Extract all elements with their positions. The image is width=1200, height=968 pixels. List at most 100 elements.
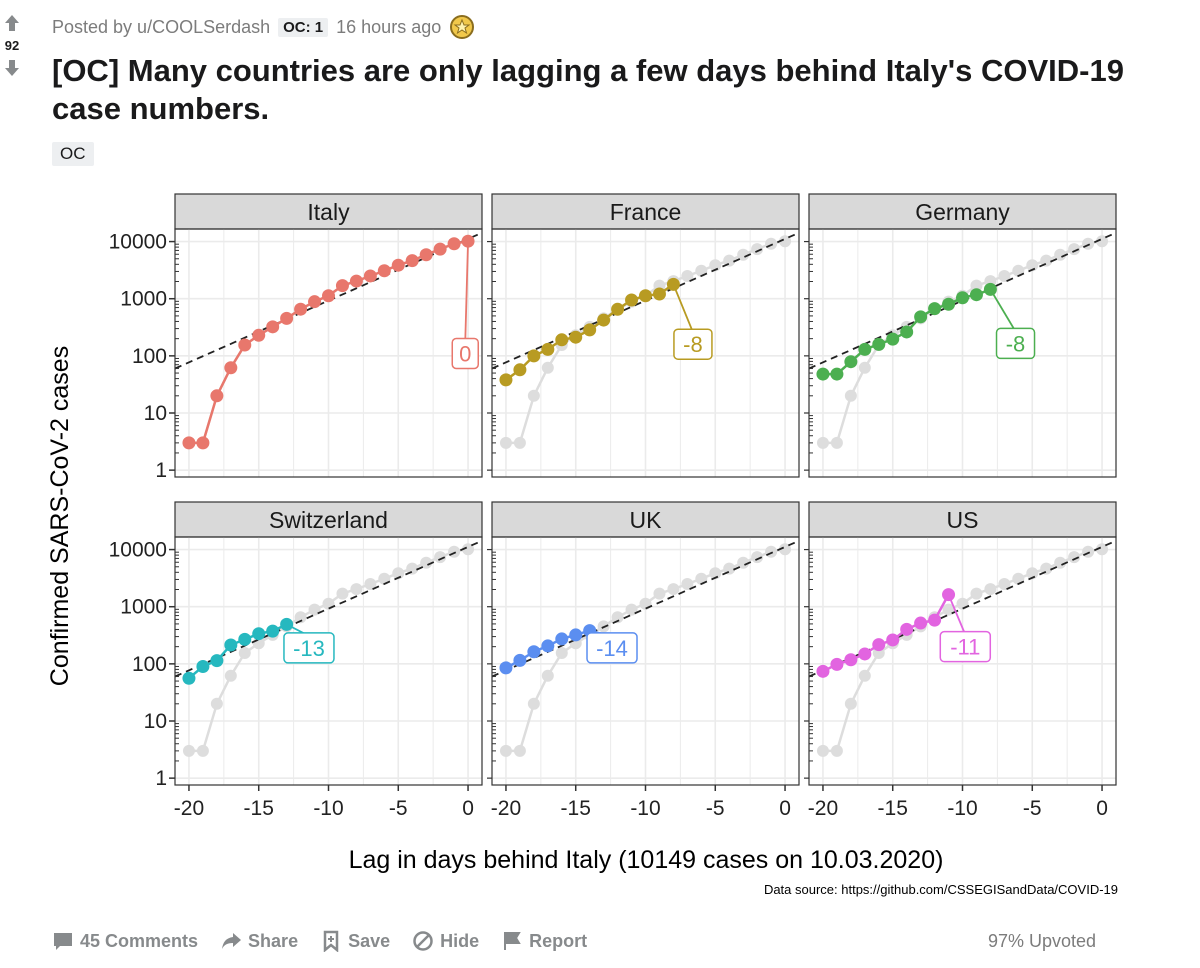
- reference-point: [1054, 248, 1067, 261]
- italy-point: [433, 242, 447, 256]
- reference-point: [527, 697, 540, 710]
- reference-point: [182, 744, 195, 757]
- upvote-arrow-icon[interactable]: [4, 14, 20, 32]
- reference-point: [541, 669, 554, 682]
- uk-point: [541, 639, 555, 653]
- post-title[interactable]: [OC] Many countries are only lagging a f…: [52, 53, 1124, 126]
- oc-tag: OC: [52, 142, 94, 166]
- germany-point: [956, 291, 969, 305]
- downvote-arrow-icon[interactable]: [4, 59, 20, 77]
- post-time[interactable]: 16 hours ago: [336, 16, 442, 37]
- panel-data: [492, 231, 799, 449]
- lag-leader: [947, 594, 967, 636]
- panel-germany: Germany -8: [804, 193, 1117, 478]
- reference-point: [555, 646, 568, 659]
- reference-point: [653, 587, 666, 600]
- posted-by[interactable]: Posted by u/COOLSerdash: [52, 16, 271, 37]
- italy-point: [405, 254, 419, 268]
- save-button[interactable]: Save: [320, 930, 390, 952]
- germany-point: [886, 332, 900, 346]
- reference-point: [830, 744, 843, 757]
- y-tick-label: 100: [132, 653, 167, 676]
- oc-flair-badge: OC: 1: [278, 17, 329, 37]
- italy-point: [308, 295, 322, 309]
- reference-point: [970, 587, 983, 600]
- reference-point: [499, 436, 512, 449]
- reference-point: [709, 259, 722, 272]
- y-tick-label: 10000: [109, 231, 167, 254]
- reference-point: [1026, 259, 1039, 272]
- germany-point: [858, 342, 872, 356]
- y-tick-label: 10: [144, 402, 167, 425]
- lag-label: -13: [293, 636, 325, 661]
- share-label: Share: [248, 930, 299, 951]
- italy-point: [210, 389, 224, 403]
- trend-line: [492, 539, 799, 678]
- x-tick-label: -5: [1023, 797, 1042, 820]
- germany-point: [816, 367, 830, 381]
- y-axis-title: Confirmed SARS-CoV-2 cases: [46, 346, 74, 686]
- lag-label: -11: [950, 635, 980, 660]
- reference-point: [350, 583, 363, 596]
- uk-point: [513, 653, 527, 667]
- reference-point: [737, 248, 750, 261]
- award-icon[interactable]: [449, 14, 475, 40]
- uk-point: [569, 628, 583, 642]
- reference-point: [844, 389, 857, 402]
- reference-point: [420, 556, 433, 569]
- lag-label-box: [673, 328, 713, 360]
- reference-point: [392, 567, 405, 580]
- comments-button[interactable]: 45 Comments: [52, 930, 198, 952]
- panel-title: Italy: [307, 199, 350, 225]
- us-point: [928, 613, 942, 627]
- germany-point: [872, 337, 886, 351]
- france-point: [555, 333, 569, 347]
- panel-title: France: [610, 199, 682, 225]
- germany-point: [969, 288, 983, 302]
- italy-point: [363, 269, 377, 283]
- france-point: [597, 313, 611, 327]
- report-button[interactable]: Report: [501, 930, 587, 952]
- uk-point: [555, 632, 569, 646]
- y-tick-label: 100: [132, 345, 167, 368]
- italy-point: [252, 328, 266, 342]
- reference-point: [336, 587, 349, 600]
- italy-point: [196, 436, 210, 450]
- share-button[interactable]: Share: [220, 930, 298, 952]
- y-tick-label: 10: [144, 710, 167, 733]
- reference-point: [462, 543, 475, 556]
- x-tick-label: -10: [313, 797, 343, 820]
- vote-score: 92: [4, 38, 20, 53]
- x-tick-label: -15: [878, 797, 908, 820]
- lag-label: -8: [683, 332, 703, 357]
- switzerland-point: [266, 624, 280, 638]
- reference-point: [681, 577, 694, 590]
- reference-point: [364, 577, 377, 590]
- panel-border: [174, 228, 483, 478]
- reference-point: [1026, 567, 1039, 580]
- reference-point: [513, 744, 526, 757]
- panel-italy: Italy 0 1 10 100 1000 10000: [109, 193, 483, 482]
- reference-point: [998, 269, 1011, 282]
- us-point: [858, 647, 872, 661]
- reference-point: [1054, 556, 1067, 569]
- panel-title: UK: [630, 507, 663, 533]
- trend-line: [809, 539, 1116, 678]
- lag-label: -8: [1006, 331, 1026, 356]
- panel-us: US -11 -20 -15 -10 -5 0: [804, 501, 1117, 820]
- france-point: [527, 349, 541, 363]
- reference-point: [667, 583, 680, 596]
- italy-point: [391, 258, 405, 272]
- reference-point: [998, 577, 1011, 590]
- uk-point: [527, 645, 541, 659]
- switzerland-point: [252, 627, 266, 641]
- x-tick-label: 0: [462, 797, 474, 820]
- reference-point: [984, 583, 997, 596]
- lag-label-box: [586, 632, 638, 664]
- reference-point: [779, 235, 792, 248]
- post-actions: 45 Comments Share Save Hide Report 97% U…: [52, 924, 1152, 958]
- x-tick-label: 0: [779, 797, 791, 820]
- lag-leader: [989, 288, 1017, 332]
- italy-point: [322, 289, 335, 303]
- hide-button[interactable]: Hide: [412, 930, 479, 952]
